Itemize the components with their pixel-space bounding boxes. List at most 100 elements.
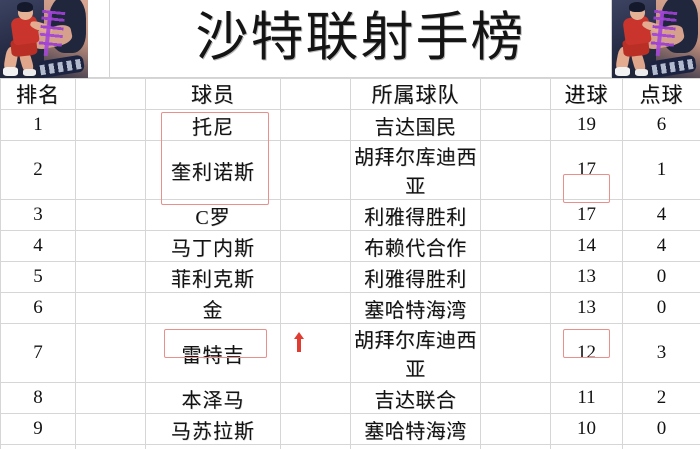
table-cell-spacer-2[interactable] <box>280 109 351 141</box>
table-row: 10恩里克拉斯永恒102 <box>0 444 700 449</box>
table-cell-spacer-1[interactable] <box>75 109 146 141</box>
table-cell-penalties[interactable]: 3 <box>622 323 700 383</box>
table-cell-spacer-3[interactable] <box>480 444 551 449</box>
table-cell-player[interactable]: 雷特吉 <box>145 323 281 383</box>
table-cell-spacer-1[interactable] <box>75 230 146 262</box>
table-cell-spacer-1[interactable] <box>75 140 146 200</box>
table-cell-rank[interactable]: 9 <box>0 413 76 445</box>
table-cell-spacer-1[interactable] <box>75 323 146 383</box>
basketball-anime-art-right <box>612 0 700 78</box>
table-cell-spacer-2[interactable] <box>280 444 351 449</box>
table-cell-goals[interactable]: 12 <box>550 323 623 383</box>
column-header-spacer-2[interactable] <box>280 78 351 110</box>
table-cell-spacer-1[interactable] <box>75 199 146 231</box>
table-cell-goals[interactable]: 17 <box>550 199 623 231</box>
table-cell-player[interactable]: 马苏拉斯 <box>145 413 281 445</box>
table-cell-spacer-2[interactable] <box>280 292 351 324</box>
column-header-penalties[interactable]: 点球 <box>622 78 700 110</box>
table-cell-penalties[interactable]: 0 <box>622 292 700 324</box>
table-cell-goals[interactable]: 10 <box>550 413 623 445</box>
table-cell-penalties[interactable]: 0 <box>622 261 700 293</box>
table-cell-goals[interactable]: 10 <box>550 444 623 449</box>
table-cell-spacer-3[interactable] <box>480 382 551 414</box>
table-cell-spacer-1[interactable] <box>75 413 146 445</box>
table-cell-goals[interactable]: 13 <box>550 292 623 324</box>
header-image-right <box>612 0 700 78</box>
table-cell-player[interactable]: 本泽马 <box>145 382 281 414</box>
table-cell-spacer-2[interactable] <box>280 323 351 383</box>
table-body: 1 托尼 吉达国民 19 6 2 奎利诺斯 胡拜尔库迪西亚 17 1 3 C罗 利雅得胜利 17 4 4 马丁内… <box>0 109 700 449</box>
table-cell-spacer-3[interactable] <box>480 323 551 383</box>
table-cell-rank[interactable]: 3 <box>0 199 76 231</box>
table-cell-spacer-2[interactable] <box>280 230 351 262</box>
table-cell-spacer-3[interactable] <box>480 199 551 231</box>
table-cell-penalties[interactable]: 1 <box>622 140 700 200</box>
column-header-team[interactable]: 所属球队 <box>350 78 481 110</box>
table-cell-goals[interactable]: 11 <box>550 382 623 414</box>
table-cell-goals[interactable]: 13 <box>550 261 623 293</box>
table-cell-penalties[interactable]: 4 <box>622 230 700 262</box>
table-cell-team[interactable]: 布赖代合作 <box>350 230 481 262</box>
table-cell-spacer-3[interactable] <box>480 230 551 262</box>
header-image-left <box>0 0 88 78</box>
table-cell-team[interactable]: 塞哈特海湾 <box>350 292 481 324</box>
table-cell-team[interactable]: 拉斯永恒 <box>350 444 481 449</box>
table-cell-rank[interactable]: 2 <box>0 140 76 200</box>
column-header-spacer-1[interactable] <box>75 78 146 110</box>
table-cell-penalties[interactable]: 4 <box>622 199 700 231</box>
table-cell-player[interactable]: 托尼 <box>145 109 281 141</box>
table-cell-rank[interactable]: 5 <box>0 261 76 293</box>
table-cell-team[interactable]: 利雅得胜利 <box>350 261 481 293</box>
table-cell-rank[interactable]: 7 <box>0 323 76 383</box>
table-cell-spacer-1[interactable] <box>75 292 146 324</box>
table-cell-spacer-1[interactable] <box>75 444 146 449</box>
table-cell-spacer-3[interactable] <box>480 109 551 141</box>
table-cell-player[interactable]: 马丁内斯 <box>145 230 281 262</box>
table-cell-goals[interactable]: 14 <box>550 230 623 262</box>
table-cell-spacer-2[interactable] <box>280 199 351 231</box>
table-cell-goals[interactable]: 19 <box>550 109 623 141</box>
table-cell-player[interactable]: 恩里克 <box>145 444 281 449</box>
table-row: 9 马苏拉斯 塞哈特海湾 10 0 <box>0 413 700 445</box>
table-cell-rank[interactable]: 6 <box>0 292 76 324</box>
column-header-goals[interactable]: 进球 <box>550 78 623 110</box>
table-cell-penalties[interactable]: 2 <box>622 382 700 414</box>
column-header-player[interactable]: 球员 <box>145 78 281 110</box>
table-cell-penalties[interactable]: 2 <box>622 444 700 449</box>
column-header-spacer-3[interactable] <box>480 78 551 110</box>
table-cell-player[interactable]: C罗 <box>145 199 281 231</box>
table-cell-spacer-1[interactable] <box>75 261 146 293</box>
table-cell-rank[interactable]: 4 <box>0 230 76 262</box>
table-cell-team[interactable]: 吉达国民 <box>350 109 481 141</box>
table-cell-spacer-3[interactable] <box>480 413 551 445</box>
table-cell-team[interactable]: 胡拜尔库迪西亚 <box>350 140 481 200</box>
table-row: 4 马丁内斯 布赖代合作 14 4 <box>0 230 700 262</box>
table-cell-penalties[interactable]: 0 <box>622 413 700 445</box>
table-cell-spacer-2[interactable] <box>280 140 351 200</box>
table-cell-team[interactable]: 吉达联合 <box>350 382 481 414</box>
table-cell-spacer-1[interactable] <box>75 382 146 414</box>
table-cell-rank[interactable]: 10 <box>0 444 76 449</box>
table-cell-spacer-3[interactable] <box>480 292 551 324</box>
table-cell-spacer-2[interactable] <box>280 261 351 293</box>
table-cell-spacer-3[interactable] <box>480 261 551 293</box>
basketball-anime-art-left <box>0 0 88 78</box>
table-cell-spacer-2[interactable] <box>280 382 351 414</box>
table-row: 8 本泽马 吉达联合 11 2 <box>0 382 700 414</box>
table-cell-team[interactable]: 利雅得胜利 <box>350 199 481 231</box>
title-band: 沙特联射手榜 <box>0 0 700 78</box>
table-cell-player[interactable]: 金 <box>145 292 281 324</box>
table-cell-team[interactable]: 胡拜尔库迪西亚 <box>350 323 481 383</box>
table-cell-team[interactable]: 塞哈特海湾 <box>350 413 481 445</box>
column-header-rank[interactable]: 排名 <box>0 78 76 110</box>
table-cell-player[interactable]: 奎利诺斯 <box>145 140 281 200</box>
table-cell-rank[interactable]: 1 <box>0 109 76 141</box>
table-cell-penalties[interactable]: 6 <box>622 109 700 141</box>
table-cell-goals[interactable]: 17 <box>550 140 623 200</box>
table-cell-player[interactable]: 菲利克斯 <box>145 261 281 293</box>
table-row: 7 雷特吉 胡拜尔库迪西亚 12 3 <box>0 323 700 383</box>
table-cell-rank[interactable]: 8 <box>0 382 76 414</box>
table-row: 2 奎利诺斯 胡拜尔库迪西亚 17 1 <box>0 140 700 200</box>
table-cell-spacer-3[interactable] <box>480 140 551 200</box>
table-cell-spacer-2[interactable] <box>280 413 351 445</box>
